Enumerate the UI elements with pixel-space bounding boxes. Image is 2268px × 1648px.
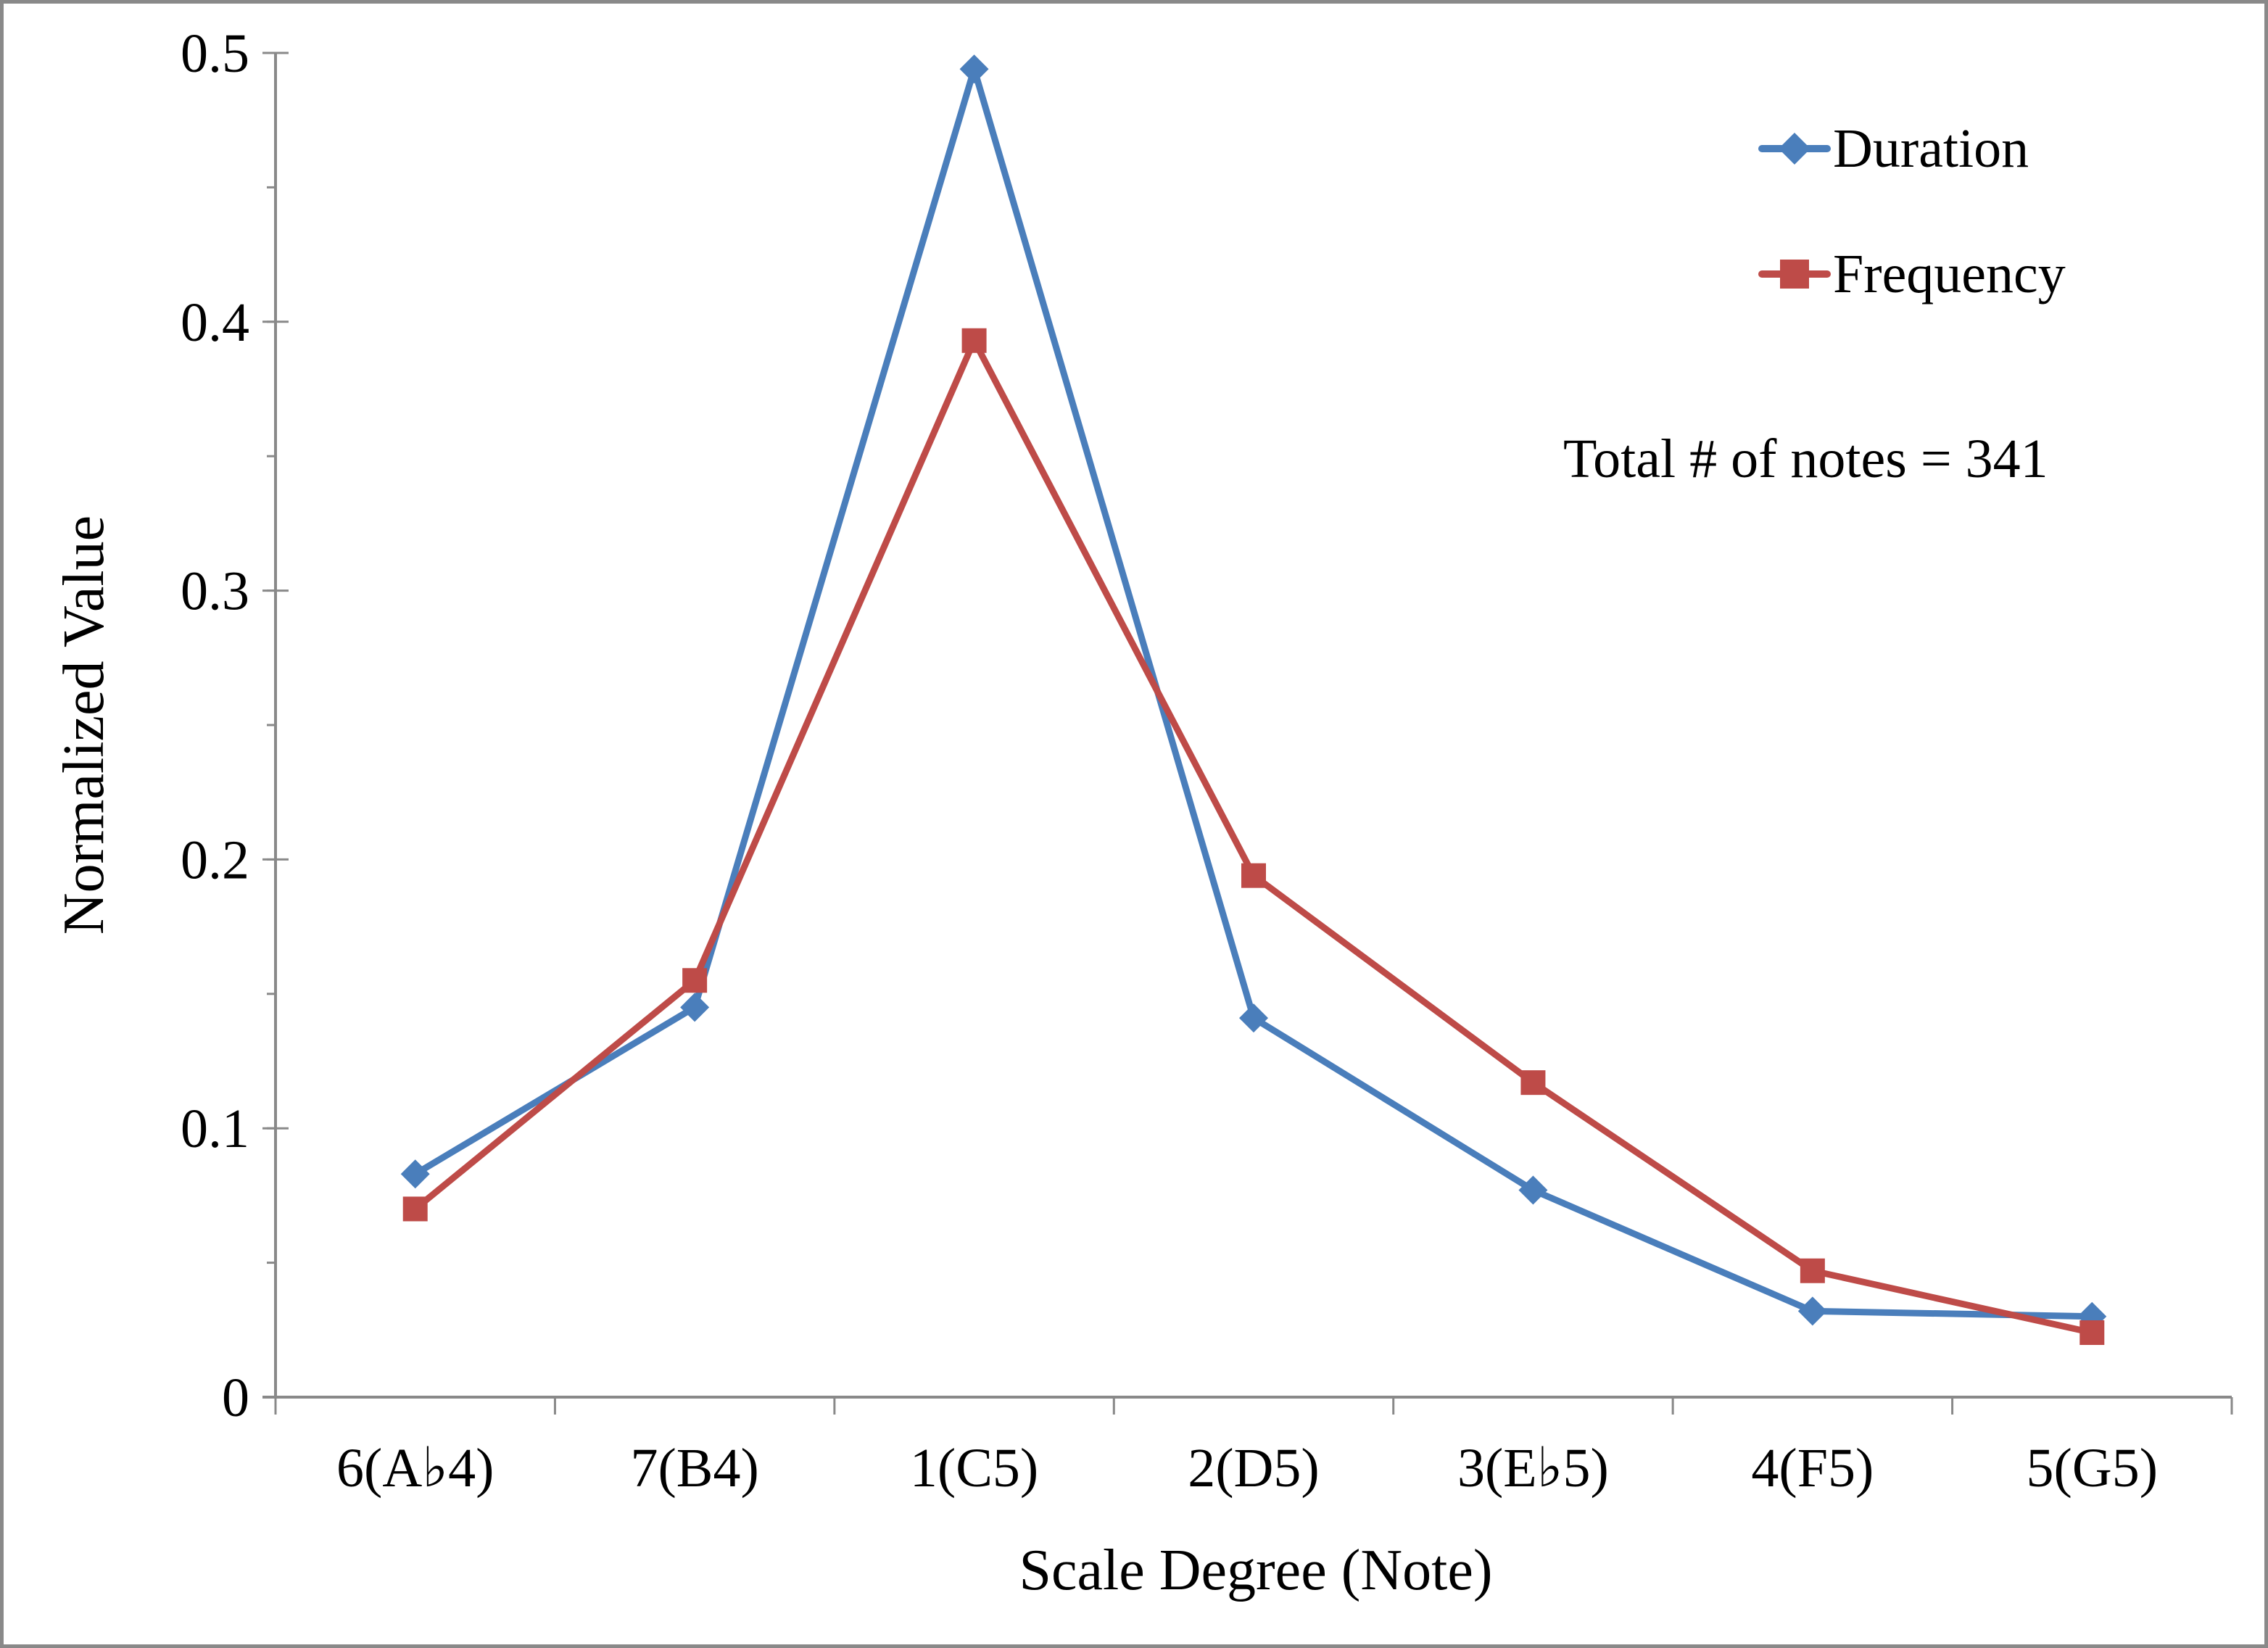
series-layer <box>400 54 2107 1346</box>
x-tick-label: 5(G5) <box>2027 1438 2159 1499</box>
x-tick-label: 7(B4) <box>630 1438 758 1499</box>
data-point <box>402 1196 428 1222</box>
data-point <box>1797 1296 1827 1326</box>
data-point <box>1241 863 1266 888</box>
x-axis-label: Scale Degree (Note) <box>1019 1539 1493 1602</box>
legend-label-frequency: Frequency <box>1833 244 2066 305</box>
y-tick-label: 0.3 <box>181 561 249 622</box>
y-tick-label: 0.5 <box>181 23 249 84</box>
data-point <box>680 993 710 1022</box>
x-tick-label: 2(D5) <box>1188 1438 1320 1499</box>
data-point <box>682 968 708 993</box>
legend-diamond-marker <box>1779 133 1810 165</box>
data-point <box>1800 1258 1825 1283</box>
axes: 0 0.1 0.2 0.3 0.4 0.5 6(A♭4) 7(B4) 1(C5) 2(D5) 3(E… <box>181 23 2233 1499</box>
data-point <box>959 54 989 84</box>
legend-label-duration: Duration <box>1833 118 2029 179</box>
y-tick-label: 0.1 <box>181 1098 249 1159</box>
y-axis-label: Normalized Value <box>52 515 116 935</box>
legend-square-marker <box>1780 260 1809 289</box>
data-point <box>1518 1175 1548 1205</box>
legend: Duration Frequency <box>1758 118 2066 305</box>
series-frequency <box>402 328 2105 1346</box>
data-point <box>2079 1320 2105 1346</box>
total-notes-annotation: Total # of notes = 341 <box>1563 428 2048 489</box>
y-tick-label: 0.2 <box>181 829 249 890</box>
y-tick-label: 0.4 <box>181 292 249 353</box>
data-point <box>1239 1003 1268 1033</box>
data-point <box>1520 1070 1546 1096</box>
legend-item-duration: Duration <box>1758 118 2029 179</box>
data-point <box>400 1159 430 1189</box>
x-tick-label: 6(A♭4) <box>336 1438 494 1499</box>
y-tick-label: 0 <box>222 1367 249 1428</box>
x-tick-label: 1(C5) <box>910 1438 1038 1499</box>
legend-item-frequency: Frequency <box>1758 244 2066 305</box>
x-tick-label: 4(F5) <box>1751 1438 1874 1499</box>
data-point <box>961 328 987 353</box>
x-tick-label: 3(E♭5) <box>1457 1438 1609 1499</box>
